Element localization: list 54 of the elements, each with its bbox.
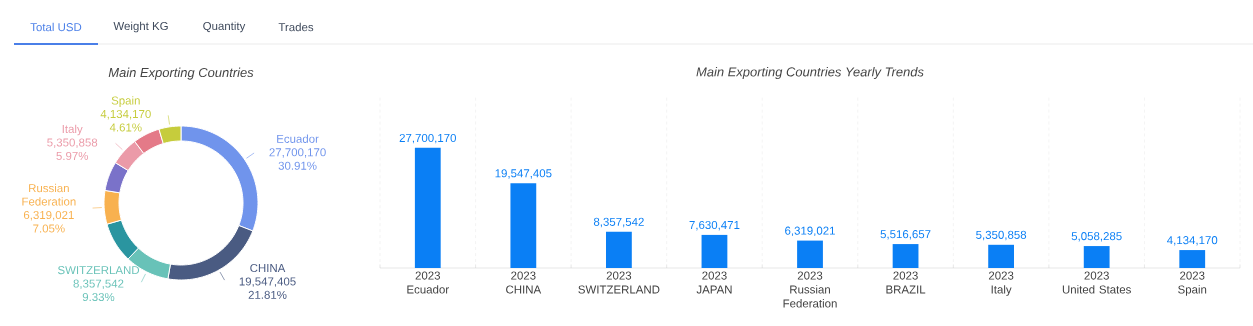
bar: [797, 240, 823, 268]
x-tick-label: Spain: [1178, 285, 1207, 296]
slice-label: Spain: [111, 96, 140, 107]
x-tick-label: SWITZERLAND: [578, 285, 660, 294]
x-tick-label: Italy: [991, 285, 1012, 296]
slice-label: Ecuador: [277, 134, 319, 143]
data-label: 8,357,542: [593, 217, 644, 228]
text: 2023: [988, 271, 1014, 280]
bar: [988, 244, 1015, 268]
data-label: 19,547,405: [495, 169, 552, 179]
text: 2023: [1180, 271, 1205, 280]
text: Total USD: [30, 22, 82, 32]
x-tick-label: JAPAN: [696, 285, 732, 294]
slice-label: SWITZERLAND: [57, 266, 140, 275]
text: 2023: [702, 271, 727, 280]
bar: [1179, 250, 1206, 268]
data-label: 5,350,858: [976, 230, 1027, 241]
x-tick-label: BRAZIL: [886, 285, 926, 294]
slice-label: CHINA: [250, 263, 286, 273]
bar: [1083, 246, 1110, 268]
data-label: 7,630,471: [689, 220, 740, 231]
text: 2023: [893, 271, 918, 280]
text: 2023: [511, 271, 536, 280]
data-label: 6,319,021 7.05%: [23, 210, 74, 233]
chart-title: Main Exporting Countries Yearly Trends: [696, 66, 924, 80]
text: 2023: [1084, 271, 1109, 280]
text: Weight KG: [113, 21, 168, 33]
text: Quantity: [203, 21, 246, 33]
series-label: 2023: [415, 271, 441, 280]
data-label: 6,319,021: [785, 226, 835, 237]
data-label: 19,547,405 21.81%: [239, 277, 296, 299]
data-label: 4,134,170 4.61%: [100, 109, 151, 132]
data-label: 4,134,170: [1167, 236, 1218, 246]
bar: [892, 244, 919, 268]
x-tick-label: United States: [1062, 285, 1131, 294]
slice-label: Russian Federation: [22, 183, 76, 206]
data-label: 5,058,285: [1071, 232, 1122, 242]
data-label: 8,357,542 9.33%: [73, 279, 124, 302]
text: Trades: [278, 22, 314, 32]
bar: [510, 183, 537, 268]
data-label: 27,700,170: [399, 133, 456, 144]
x-tick-label: Ecuador: [407, 285, 449, 294]
text: 2023: [606, 271, 632, 280]
data-label: 5,516,657: [880, 230, 931, 240]
text: 2023: [797, 271, 823, 280]
x-tick-label: CHINA: [506, 285, 542, 294]
bar: [414, 147, 441, 268]
chart-title: Main Exporting Countries: [108, 67, 254, 80]
bar: [606, 231, 632, 268]
bar: [701, 234, 728, 268]
x-tick-label: Russian Federation: [783, 285, 837, 308]
slice-label: Italy: [62, 124, 83, 136]
data-label: 27,700,170 30.91%: [269, 148, 326, 170]
data-label: 5,350,858 5.97%: [47, 138, 98, 160]
